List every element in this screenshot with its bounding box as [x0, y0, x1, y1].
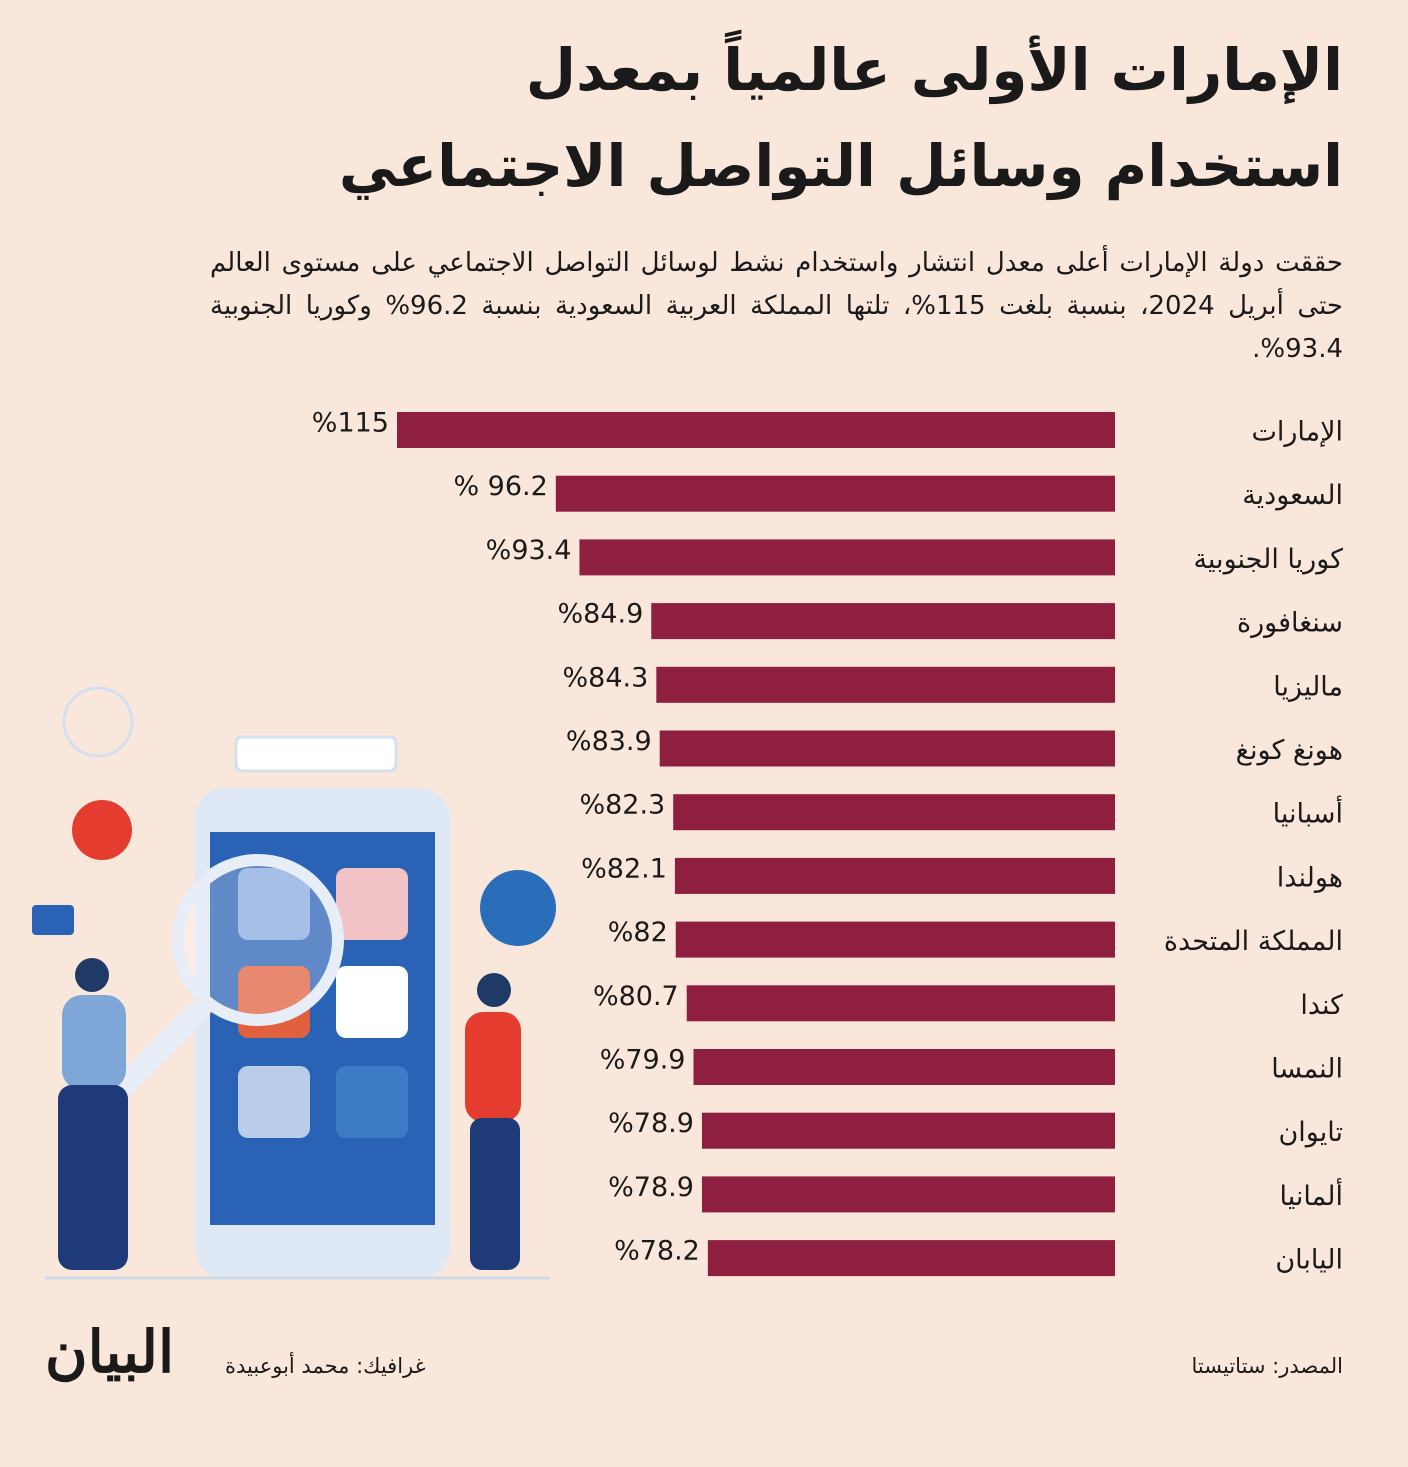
heart-bubble	[72, 800, 132, 860]
category-label: السعودية	[1242, 480, 1343, 511]
bar	[693, 1049, 1115, 1085]
value-label: %80.7	[593, 981, 679, 1012]
category-label: اليابان	[1275, 1245, 1343, 1276]
logo: البيان	[45, 1318, 175, 1386]
category-label: المملكة المتحدة	[1164, 926, 1343, 957]
value-label: %78.9	[608, 1172, 694, 1203]
value-label: %82.1	[581, 853, 667, 884]
category-label: هونغ كونغ	[1236, 735, 1343, 766]
bar	[659, 730, 1115, 767]
chart-title: الإمارات الأولى عالمياً بمعدل استخدام وس…	[338, 36, 1343, 200]
app-icon	[238, 868, 310, 940]
bar	[555, 475, 1115, 512]
person-legs	[470, 1118, 520, 1270]
value-label: %78.9	[608, 1108, 694, 1139]
app-icon	[336, 1066, 408, 1138]
credit: غرافيك: محمد أبوعبيدة	[225, 1354, 426, 1378]
bar	[701, 1176, 1115, 1213]
category-label: هولندا	[1277, 862, 1343, 893]
value-label: %84.3	[563, 662, 649, 693]
category-label: الإمارات	[1251, 417, 1343, 448]
value-label: %79.9	[600, 1045, 686, 1076]
app-icon	[336, 966, 408, 1038]
bar	[651, 603, 1115, 640]
subtitle: حققت دولة الإمارات أعلى معدل انتشار واست…	[210, 248, 1343, 364]
person-head	[477, 973, 511, 1007]
bar	[674, 857, 1115, 894]
rating-box	[234, 735, 398, 773]
category-label: أسبانيا	[1273, 795, 1343, 830]
person-body	[62, 995, 126, 1090]
category-label: ماليزيا	[1273, 671, 1343, 702]
bar	[673, 794, 1115, 831]
source: المصدر: ستاتيستا	[1191, 1354, 1343, 1378]
illustration	[32, 686, 556, 1280]
value-label: %82	[608, 917, 668, 948]
person-body	[465, 1012, 521, 1122]
bar	[656, 666, 1115, 703]
category-label: سنغافورة	[1237, 608, 1343, 639]
value-label: %115	[312, 408, 389, 439]
bar	[707, 1240, 1115, 1277]
hashtag-bubble	[32, 905, 74, 935]
app-icon	[238, 1066, 310, 1138]
megaphone-bubble	[480, 870, 556, 946]
person-legs	[58, 1085, 128, 1270]
app-icon	[336, 868, 408, 940]
category-label: تايوان	[1278, 1117, 1343, 1148]
value-label: %84.9	[557, 599, 643, 630]
value-label: % 96.2	[453, 471, 547, 502]
value-label: %93.4	[486, 535, 572, 566]
category-label: ألمانيا	[1280, 1177, 1343, 1212]
bar	[675, 921, 1115, 958]
person-head	[75, 958, 109, 992]
value-label: %78.2	[614, 1236, 700, 1267]
bar	[701, 1112, 1115, 1149]
category-label: النمسا	[1271, 1054, 1343, 1085]
magnifier	[172, 854, 344, 1026]
value-label: %83.9	[566, 726, 652, 757]
category-label: كندا	[1300, 990, 1343, 1021]
bar	[579, 539, 1115, 576]
value-label: %82.3	[579, 790, 665, 821]
category-label: كوريا الجنوبية	[1193, 544, 1343, 575]
bar	[397, 412, 1115, 448]
bar	[686, 985, 1115, 1022]
globe-icon	[62, 686, 134, 758]
